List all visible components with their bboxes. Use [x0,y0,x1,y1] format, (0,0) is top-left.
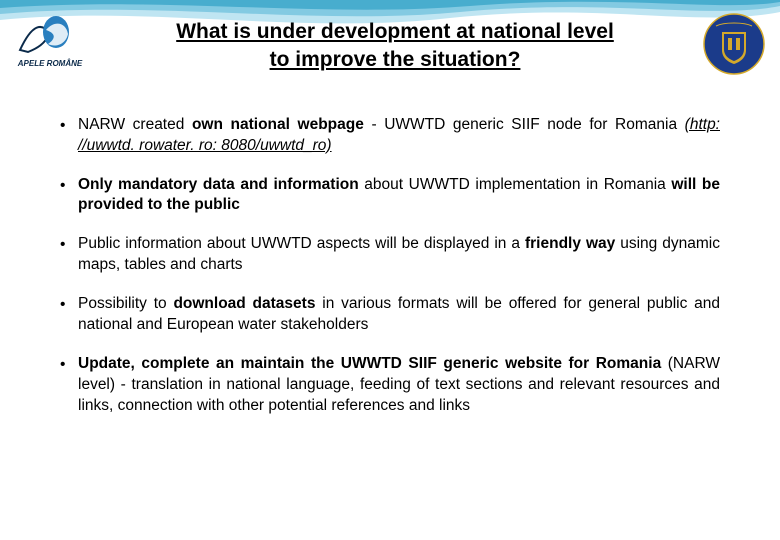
bullet-marker: • [60,115,78,157]
bullet-marker: • [60,354,78,417]
content-area: • NARW created own national webpage - UW… [0,85,780,445]
logo-left-caption: APELE ROMÂNE [17,59,83,68]
header: APELE ROMÂNE What is under development a… [0,0,780,85]
bullet-text: NARW created own national webpage - UWWT… [78,115,720,157]
page-title: What is under development at national le… [100,18,690,75]
bullet-item: • Update, complete an maintain the UWWTD… [60,354,720,417]
bullet-marker: • [60,234,78,276]
title-line-2: to improve the situation? [270,48,521,71]
bullet-item: • Public information about UWWTD aspects… [60,234,720,276]
bullet-text: Public information about UWWTD aspects w… [78,234,720,276]
bullet-item: • NARW created own national webpage - UW… [60,115,720,157]
bullet-marker: • [60,175,78,217]
guvernul-romaniei-crest [702,12,766,76]
bullet-marker: • [60,294,78,336]
bullet-text: Update, complete an maintain the UWWTD S… [78,354,720,417]
bullet-text: Only mandatory data and information abou… [78,175,720,217]
title-line-1: What is under development at national le… [176,20,614,43]
bullet-item: • Possibility to download datasets in va… [60,294,720,336]
bullet-text: Possibility to download datasets in vari… [78,294,720,336]
apele-romane-logo: APELE ROMÂNE [14,14,86,70]
bullet-item: • Only mandatory data and information ab… [60,175,720,217]
